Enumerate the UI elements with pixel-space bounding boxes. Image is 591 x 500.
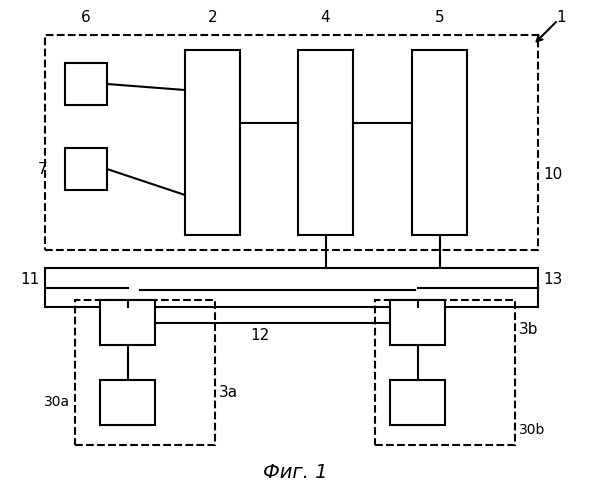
Text: 10: 10: [543, 167, 562, 182]
Text: 13: 13: [543, 272, 563, 287]
Bar: [298, 50, 353, 235]
Bar: [375, 300, 515, 445]
Text: 3b: 3b: [519, 322, 538, 338]
Text: 5: 5: [435, 10, 444, 24]
Bar: [390, 300, 445, 345]
Text: 4: 4: [321, 10, 330, 24]
Text: 6: 6: [81, 10, 91, 24]
Text: 3a: 3a: [219, 385, 238, 400]
Bar: [100, 380, 155, 425]
Bar: [412, 50, 467, 235]
Bar: [390, 380, 445, 425]
Text: Фиг. 1: Фиг. 1: [263, 463, 327, 482]
Bar: [185, 50, 240, 235]
Text: 2: 2: [207, 10, 217, 24]
Bar: [65, 148, 107, 190]
Text: 1: 1: [556, 10, 566, 24]
Bar: [65, 63, 107, 105]
Text: 12: 12: [251, 328, 269, 342]
Text: 30b: 30b: [519, 423, 545, 437]
Text: 11: 11: [21, 272, 40, 287]
Bar: [75, 300, 215, 445]
Bar: [45, 35, 538, 250]
Text: 7: 7: [37, 162, 47, 176]
Bar: [45, 268, 538, 307]
Bar: [100, 300, 155, 345]
Text: 30a: 30a: [44, 396, 70, 409]
